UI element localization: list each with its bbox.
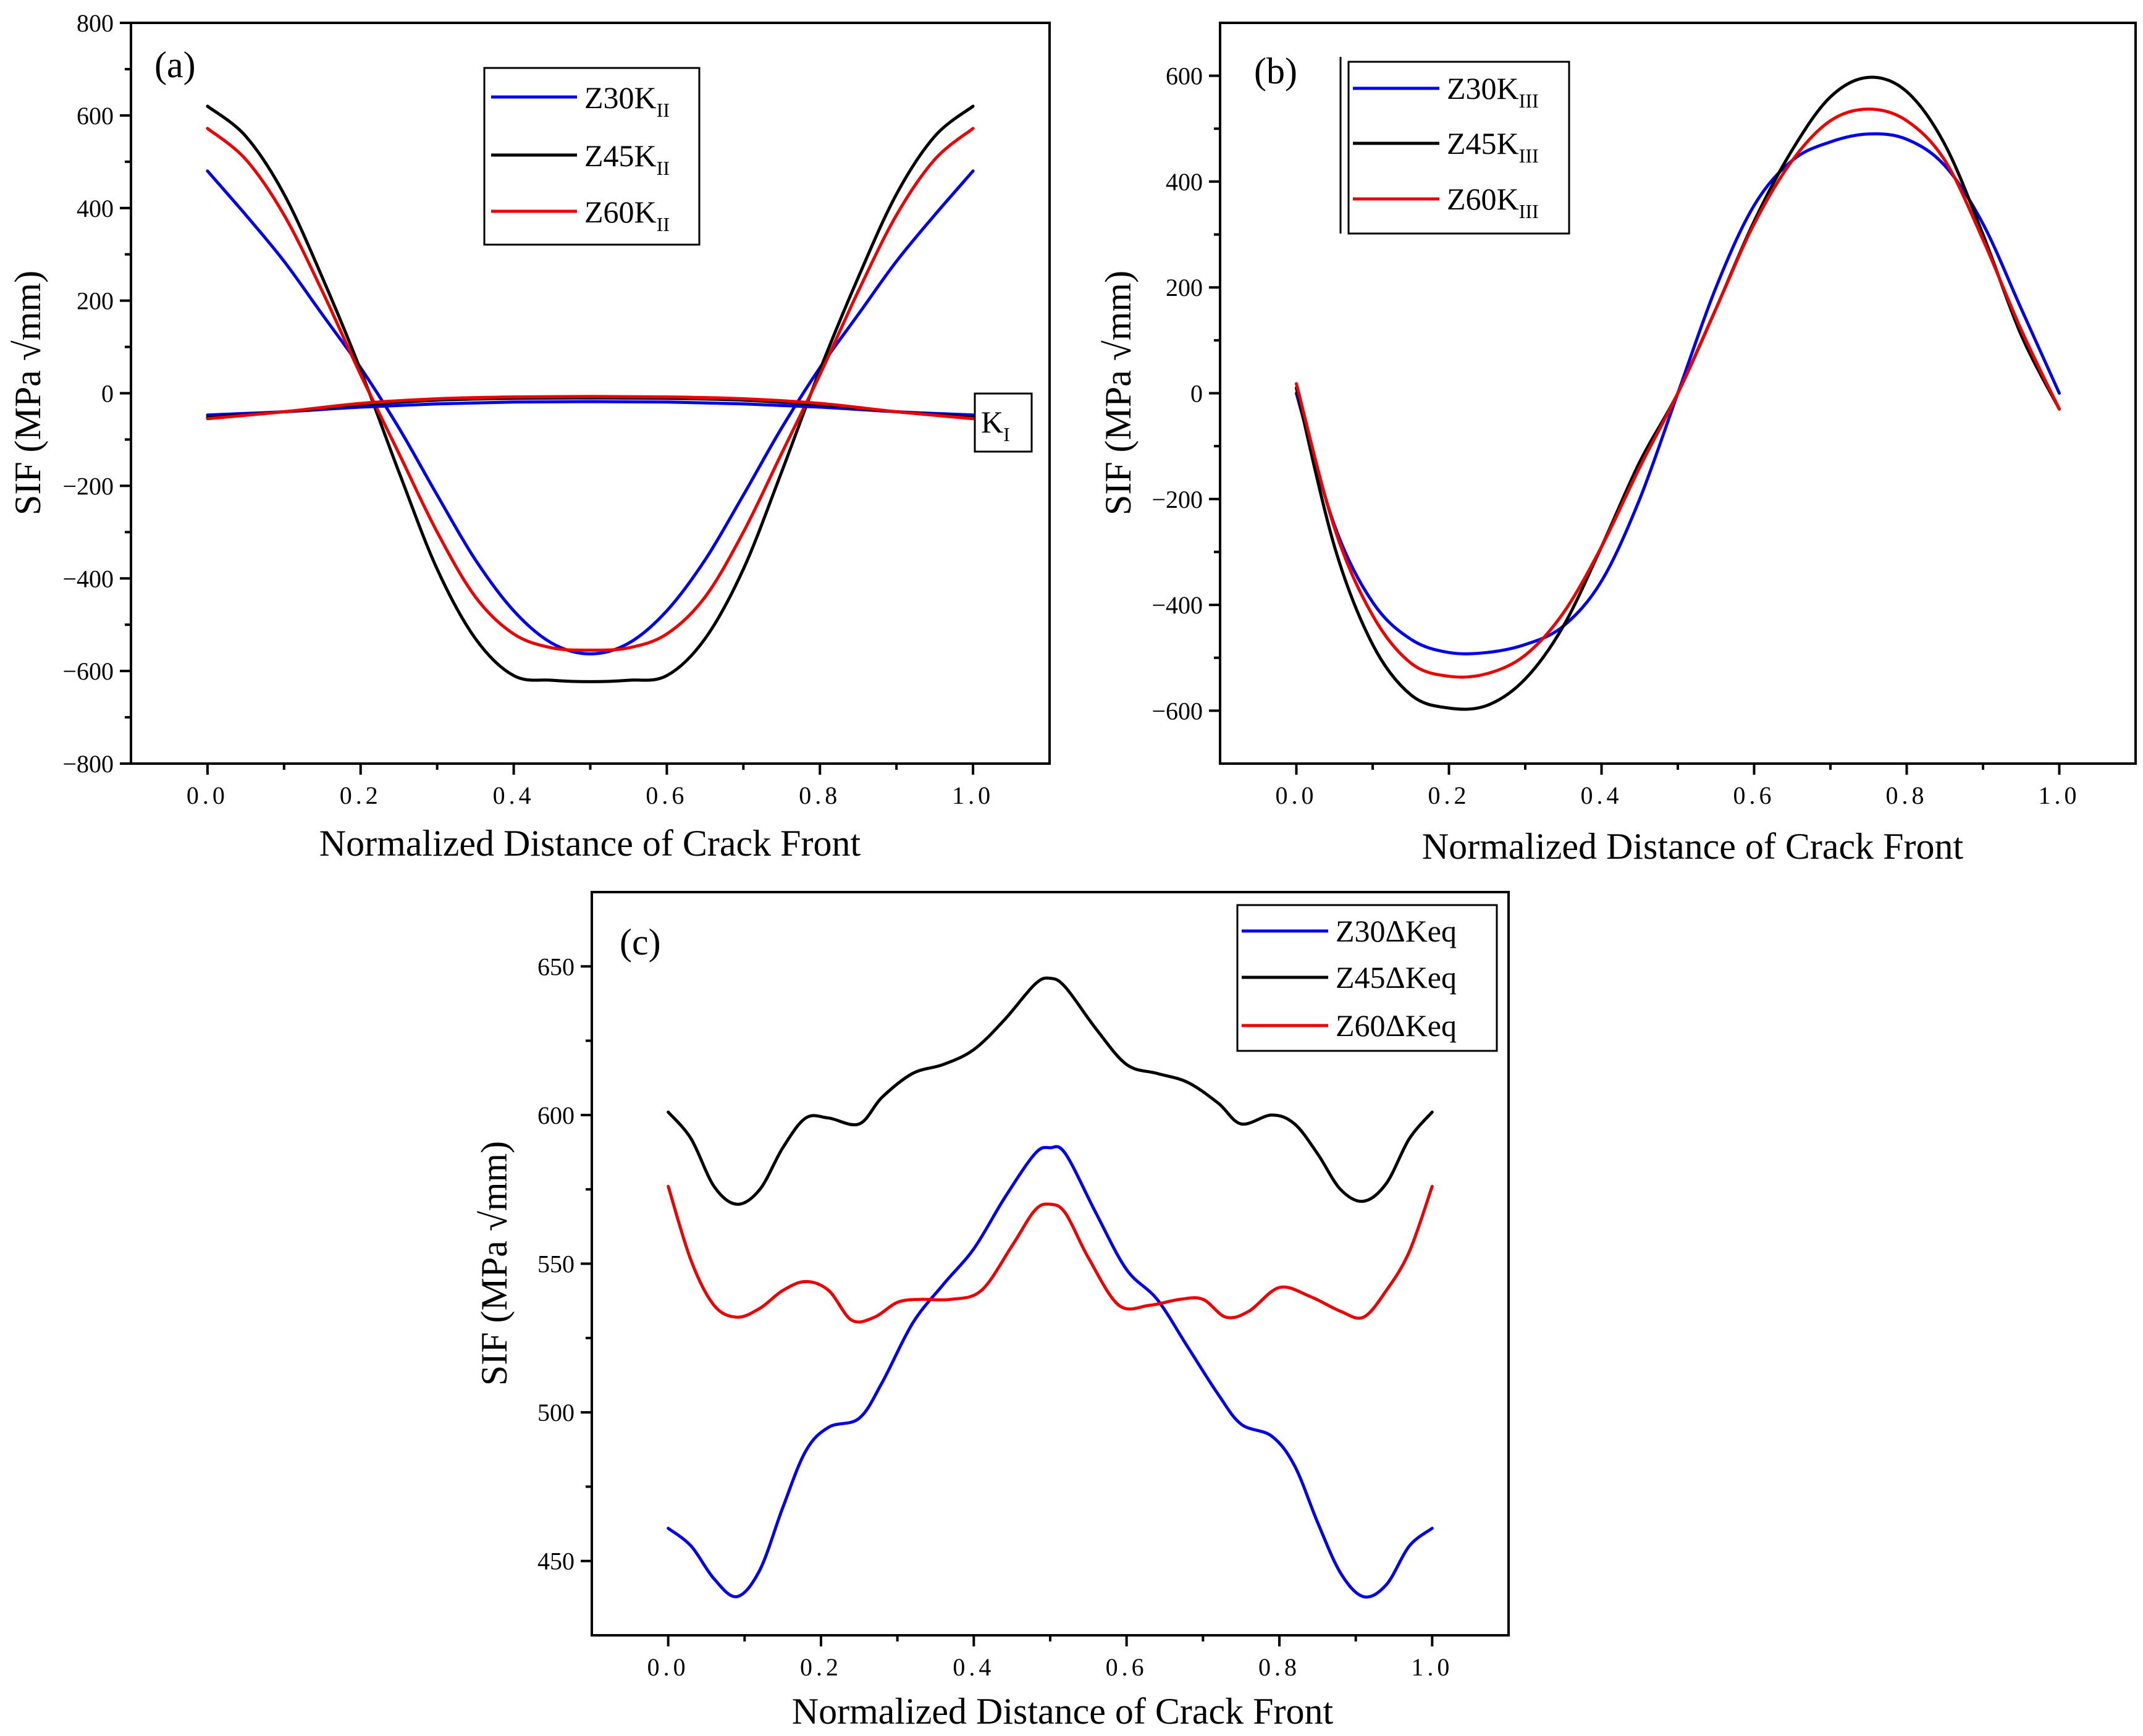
y-tick-label: 400 bbox=[77, 195, 114, 222]
x-tick-label: 0.8 bbox=[1258, 1653, 1300, 1681]
panel-a-legend-label-z45: Z45KII bbox=[584, 138, 670, 179]
series-line-z45k-ii bbox=[206, 104, 975, 683]
y-tick-label: −600 bbox=[1151, 697, 1203, 725]
panel-b-legend: Z30KIII Z45KIII Z60KIII bbox=[1339, 57, 1570, 235]
panel-b-y-axis-title: SIF (MPa √mm) bbox=[1098, 271, 1139, 515]
y-tick-label: 200 bbox=[77, 287, 114, 315]
x-tick-label: 0.4 bbox=[1581, 782, 1623, 809]
y-tick-label: 500 bbox=[537, 1399, 575, 1426]
y-tick-label: 650 bbox=[537, 953, 575, 980]
series-line-z30k-i bbox=[206, 400, 975, 417]
x-tick-label: 0.4 bbox=[953, 1653, 995, 1681]
x-tick-label: 1.0 bbox=[952, 782, 994, 809]
series-line-z60k-ii bbox=[206, 127, 975, 652]
y-tick-label: −800 bbox=[62, 750, 114, 778]
y-tick-label: 400 bbox=[1166, 168, 1203, 196]
panel-c-series bbox=[667, 976, 1434, 1599]
panel-b-legend-label-z30: Z30KIII bbox=[1447, 71, 1539, 112]
panel-a-legend-label-z30: Z30KII bbox=[584, 80, 670, 121]
panel-c-x-ticks: 0.0 0.2 0.4 0.6 0.8 1.0 bbox=[647, 1635, 1453, 1681]
y-tick-label: 0 bbox=[1190, 380, 1203, 408]
panel-a-label: (a) bbox=[154, 44, 196, 85]
x-tick-label: 0.2 bbox=[800, 1653, 842, 1681]
panel-b-legend-label-z60: Z60KIII bbox=[1447, 182, 1539, 222]
x-tick-label: 0.0 bbox=[1276, 782, 1318, 809]
y-tick-label: 550 bbox=[537, 1250, 575, 1278]
x-tick-label: 0.2 bbox=[1428, 782, 1470, 809]
series-line-z30k-ii bbox=[206, 169, 975, 655]
x-tick-label: 1.0 bbox=[1411, 1653, 1453, 1681]
y-tick-label: −400 bbox=[1151, 591, 1203, 619]
panel-c-legend-label-z45: Z45ΔKeq bbox=[1336, 960, 1457, 995]
panel-a-x-ticks: 0.0 0.2 0.4 0.6 0.8 1.0 bbox=[187, 764, 994, 809]
y-tick-label: −400 bbox=[62, 565, 114, 592]
series-line-z45-keq bbox=[667, 976, 1434, 1206]
panel-a-ki-annotation: KI bbox=[974, 392, 1033, 453]
x-tick-label: 0.4 bbox=[493, 782, 535, 809]
y-tick-label: 0 bbox=[101, 380, 114, 408]
x-tick-label: 0.0 bbox=[647, 1653, 689, 1681]
panel-b-x-axis-title: Normalized Distance of Crack Front bbox=[1422, 826, 1964, 867]
chart-panel-c: 0.0 0.2 0.4 0.6 0.8 1.0 450 500 550 600 650 (c) N… bbox=[474, 891, 1510, 1732]
y-tick-label: 600 bbox=[77, 102, 114, 130]
y-tick-label: 450 bbox=[537, 1548, 575, 1575]
panel-c-y-ticks: 450 500 550 600 650 bbox=[537, 953, 592, 1575]
panel-b-y-ticks: −600 −400 −200 0 200 400 600 bbox=[1151, 62, 1220, 725]
panel-c-label: (c) bbox=[620, 922, 661, 963]
y-tick-label: 800 bbox=[77, 9, 114, 37]
panel-a-x-axis-title: Normalized Distance of Crack Front bbox=[319, 823, 861, 864]
panel-a-y-ticks: −800 −600 −400 −200 0 200 400 600 800 bbox=[62, 9, 131, 778]
panel-a-ki-annotation-box bbox=[974, 392, 1033, 453]
x-tick-label: 1.0 bbox=[2039, 782, 2081, 809]
panel-c-legend: Z30ΔKeq Z45ΔKeq Z60ΔKeq bbox=[1236, 904, 1498, 1052]
x-tick-label: 0.2 bbox=[340, 782, 382, 809]
chart-panel-a: 0.0 0.2 0.4 0.6 0.8 1.0 −800 −600 −400 −200 0 200 4… bbox=[7, 9, 1051, 864]
y-tick-label: −200 bbox=[62, 472, 114, 500]
panel-a-legend-label-z60: Z60KII bbox=[584, 195, 670, 235]
panel-b-label: (b) bbox=[1254, 51, 1297, 91]
panel-c-legend-label-z30: Z30ΔKeq bbox=[1336, 914, 1457, 948]
x-tick-label: 0.6 bbox=[1106, 1653, 1148, 1681]
series-line-z30-keq bbox=[667, 1145, 1434, 1599]
series-line-z60k-i bbox=[206, 395, 975, 421]
series-line-z60k-iii bbox=[1295, 107, 2061, 679]
chart-panel-b: 0.0 0.2 0.4 0.6 0.8 1.0 −600 −400 −200 0 200 400 60… bbox=[1098, 22, 2137, 867]
panel-a-series bbox=[206, 104, 975, 683]
panel-b-legend-label-z45: Z45KIII bbox=[1447, 126, 1539, 167]
x-tick-label: 0.8 bbox=[799, 782, 841, 809]
x-tick-label: 0.0 bbox=[187, 782, 229, 809]
y-tick-label: −600 bbox=[62, 657, 114, 685]
y-tick-label: 600 bbox=[1166, 62, 1203, 90]
y-tick-label: 600 bbox=[537, 1102, 575, 1129]
y-tick-label: −200 bbox=[1151, 486, 1203, 513]
panel-a-y-axis-title: SIF (MPa √mm) bbox=[7, 271, 48, 515]
panel-a-ki-annotation-label: KI bbox=[981, 405, 1010, 445]
x-tick-label: 0.6 bbox=[646, 782, 688, 809]
panel-c-y-axis-title: SIF (MPa √mm) bbox=[474, 1141, 515, 1386]
panel-b-legend-box bbox=[1347, 61, 1570, 235]
panel-b-x-ticks: 0.0 0.2 0.4 0.6 0.8 1.0 bbox=[1276, 764, 2081, 809]
panel-b-series bbox=[1295, 75, 2061, 711]
panel-c-legend-label-z60: Z60ΔKeq bbox=[1336, 1008, 1457, 1043]
panel-c-x-axis-title: Normalized Distance of Crack Front bbox=[792, 1691, 1334, 1732]
panel-a-legend: Z30KII Z45KII Z60KII bbox=[483, 67, 701, 246]
x-tick-label: 0.8 bbox=[1886, 782, 1928, 809]
y-tick-label: 200 bbox=[1166, 274, 1203, 301]
x-tick-label: 0.6 bbox=[1733, 782, 1775, 809]
series-line-z60-keq bbox=[667, 1184, 1434, 1324]
